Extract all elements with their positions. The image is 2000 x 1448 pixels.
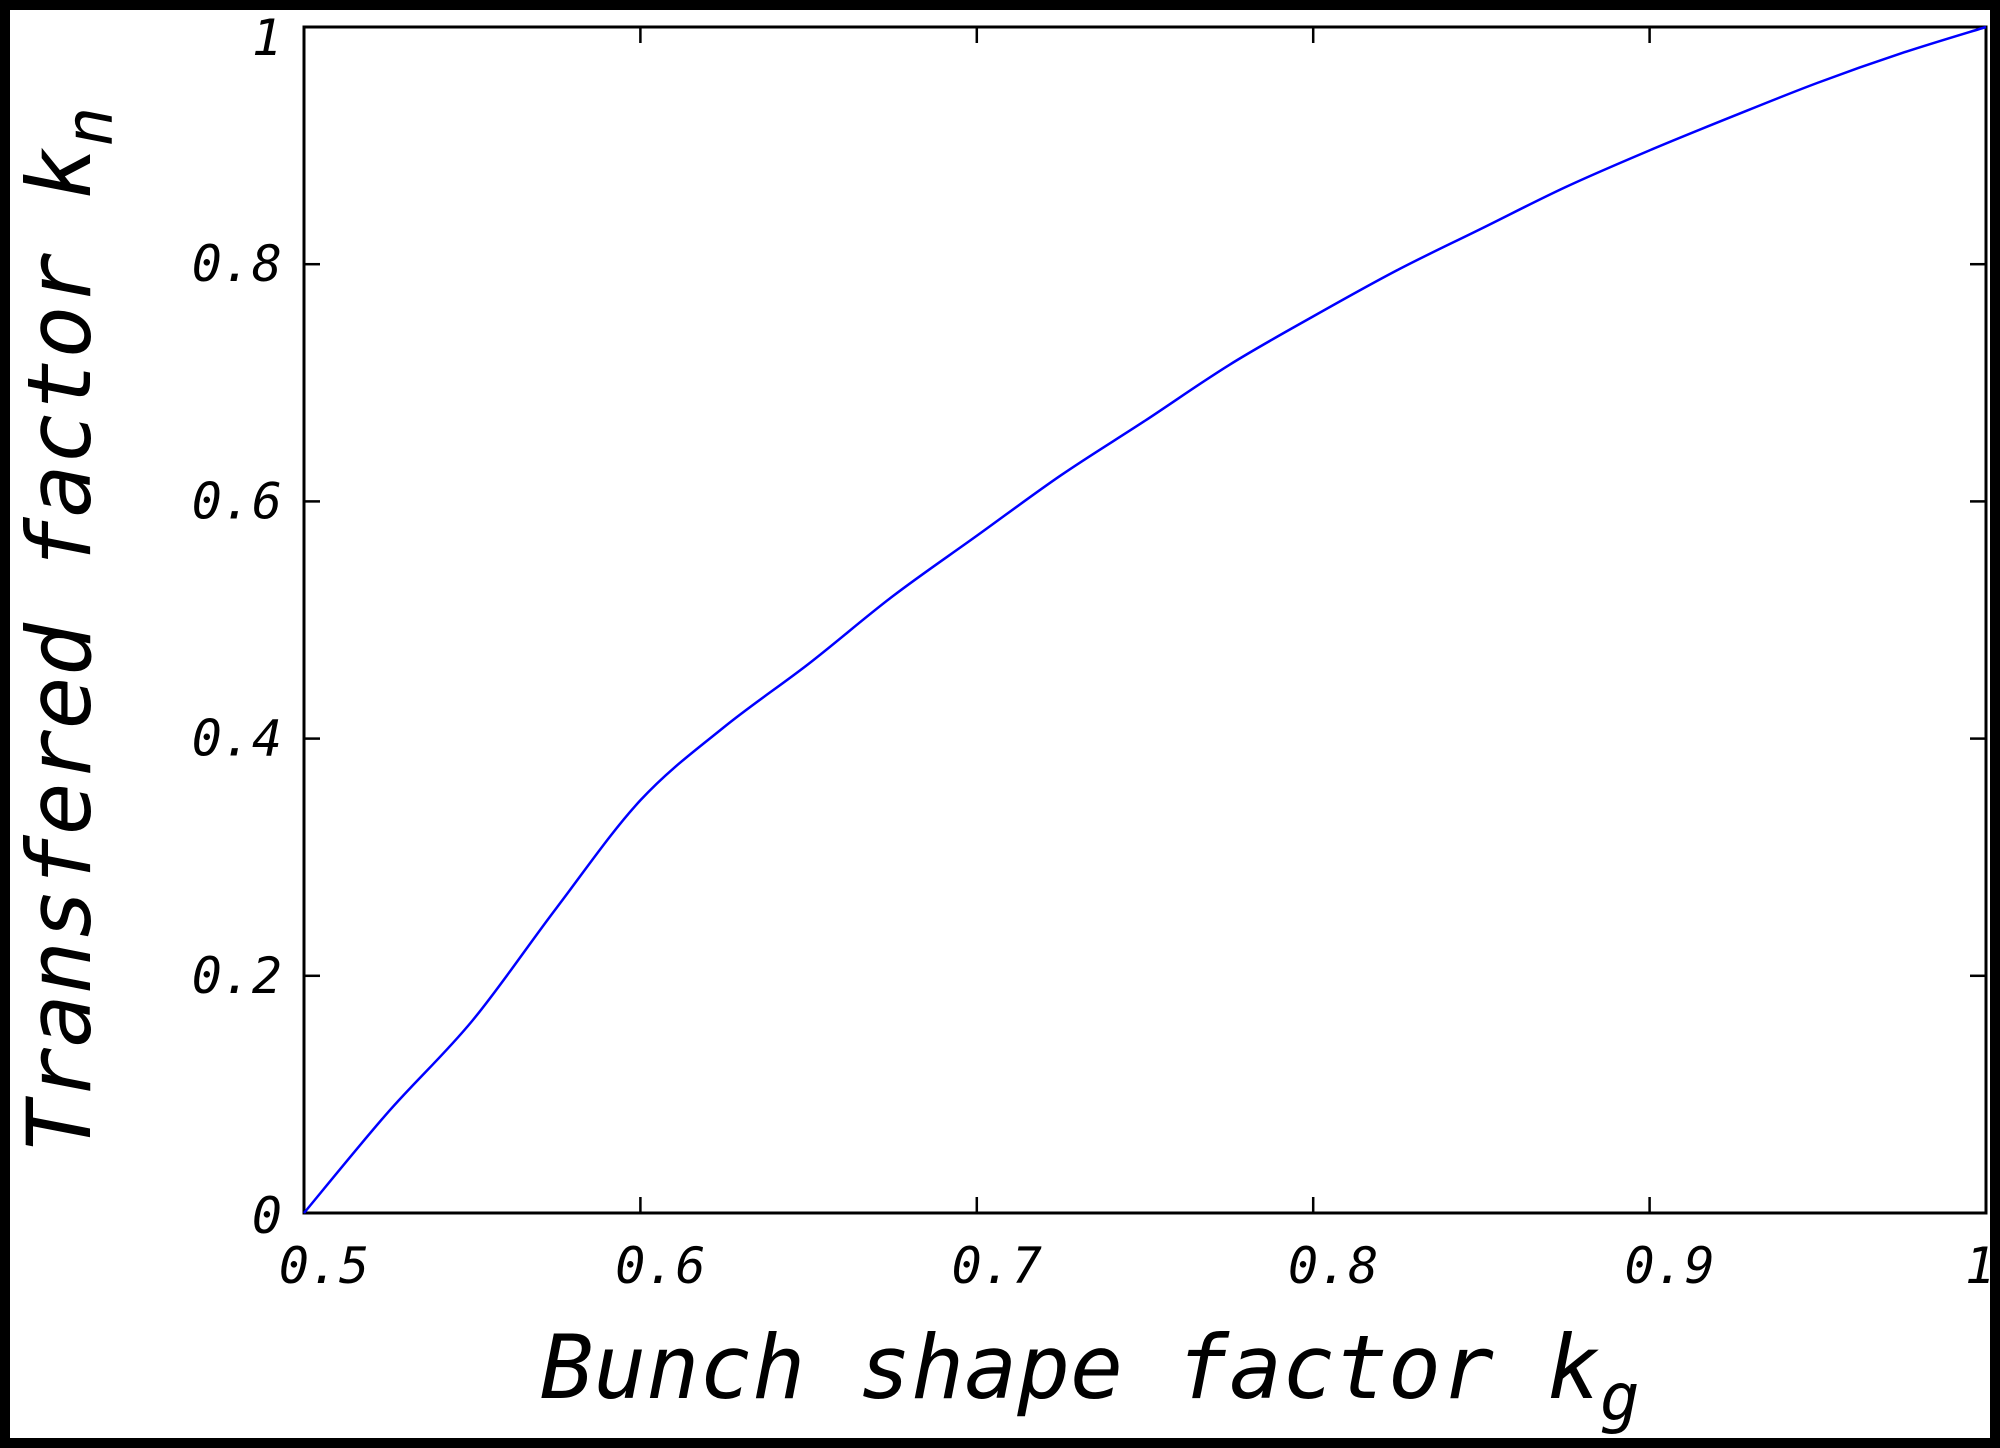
y-axis-title: Transfered factor kn bbox=[10, 107, 128, 1153]
x-tick-label: 0.7 bbox=[952, 1237, 1042, 1295]
y-tick-label: 0.2 bbox=[192, 947, 282, 1005]
y-tick-label: 1 bbox=[252, 10, 282, 67]
plot-area bbox=[302, 25, 1988, 1215]
y-tick-label: 0.6 bbox=[192, 472, 282, 530]
x-tick-label: 0.9 bbox=[1624, 1237, 1714, 1295]
line-chart: 0.5 0.6 0.7 0.8 0.9 1 0 0.2 0.4 0.6 0.8 1 Bunch sh… bbox=[10, 10, 1990, 1438]
x-tick-label: 0.6 bbox=[615, 1237, 705, 1295]
x-tick-label: 0.5 bbox=[279, 1237, 369, 1295]
y-tick-label: 0 bbox=[252, 1187, 282, 1245]
x-tick-label: 0.8 bbox=[1288, 1237, 1378, 1295]
series-line bbox=[303, 25, 1987, 1214]
y-tick-label: 0.8 bbox=[192, 235, 282, 293]
x-axis-title: Bunch shape factor kg bbox=[540, 1316, 1639, 1436]
x-tick-label: 1 bbox=[1965, 1237, 1990, 1295]
y-tick-label: 0.4 bbox=[192, 710, 282, 768]
